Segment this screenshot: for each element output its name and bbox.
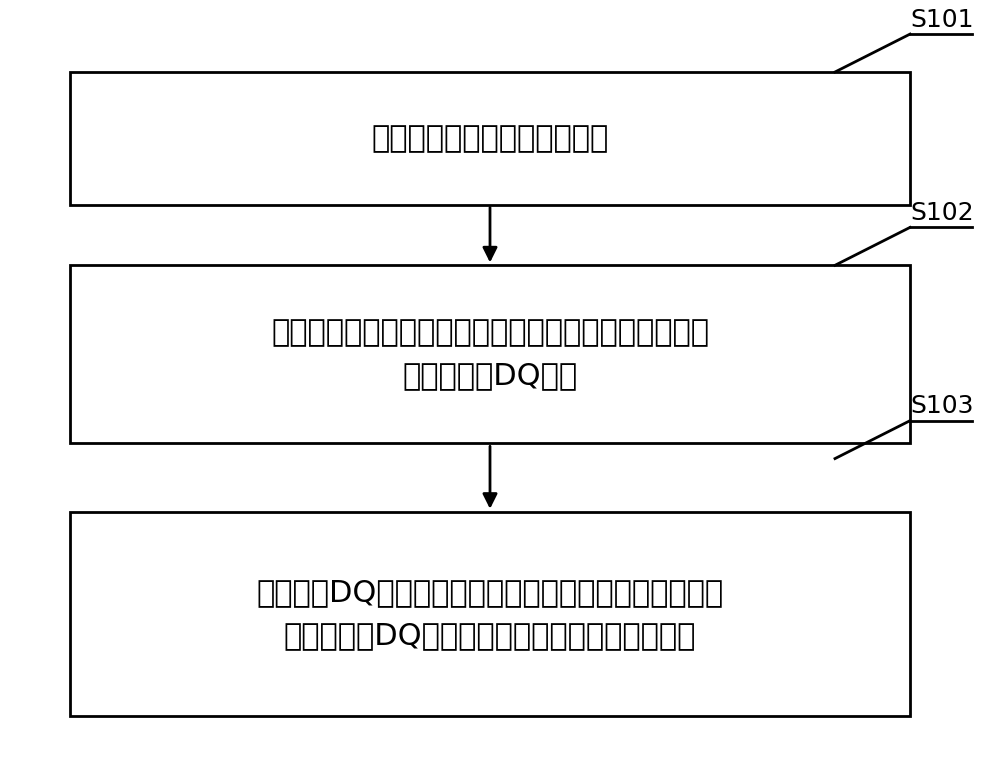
- Text: 基于预设关系式对三相数据进行变换，得到三相数据对
应的正负序DQ分量: 基于预设关系式对三相数据进行变换，得到三相数据对 应的正负序DQ分量: [271, 318, 709, 390]
- Text: S102: S102: [910, 201, 974, 225]
- Text: 获取目标电路对应的三相数据: 获取目标电路对应的三相数据: [371, 124, 609, 153]
- Bar: [70, 512, 910, 716]
- Text: S103: S103: [910, 394, 974, 418]
- Text: 将正负序DQ分量发送至外部的控制设备，以使控制设备
根据正负序DQ分量生成目标电路对应的控制信号: 将正负序DQ分量发送至外部的控制设备，以使控制设备 根据正负序DQ分量生成目标电…: [256, 578, 724, 650]
- Bar: [70, 265, 910, 443]
- Text: S101: S101: [910, 8, 974, 32]
- Bar: [70, 72, 910, 205]
